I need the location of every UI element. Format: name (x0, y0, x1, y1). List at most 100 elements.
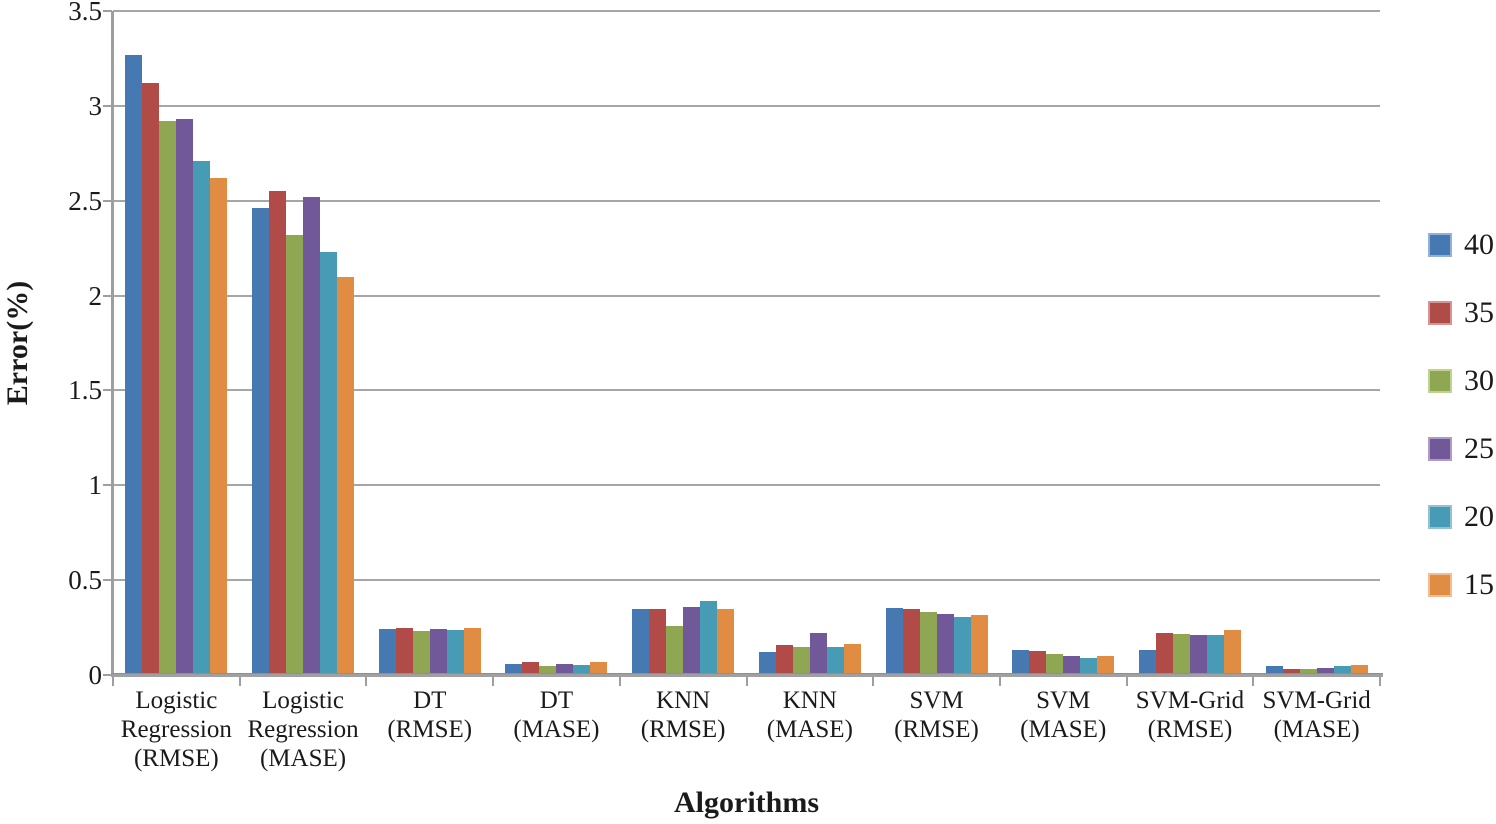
legend-swatch (1428, 505, 1452, 529)
y-tick-label: 2.5 (68, 185, 102, 216)
legend-swatch (1428, 369, 1452, 393)
y-tick-label: 3 (88, 90, 103, 121)
bar-30 (412, 631, 430, 675)
y-axis-line (111, 11, 114, 677)
category-label: Logistic Regression (RMSE) (120, 687, 232, 772)
bar-25 (556, 664, 574, 675)
y-tick-label: 2 (88, 280, 103, 311)
bar-25 (683, 607, 701, 675)
legend-label: 35 (1464, 296, 1494, 329)
bar-40 (252, 208, 270, 675)
bar-15 (463, 628, 481, 675)
bar-30 (159, 121, 177, 675)
legend-label: 25 (1464, 432, 1494, 465)
bar-20 (826, 647, 844, 675)
bar-group (620, 11, 747, 675)
gridline (113, 484, 1380, 487)
x-tick-mark (745, 677, 748, 686)
bar-40 (758, 652, 776, 675)
category-label: Logistic Regression (MASE) (247, 687, 359, 772)
bar-20 (953, 617, 971, 675)
bar-group (493, 11, 620, 675)
bar-35 (902, 609, 920, 675)
bar-20 (320, 252, 338, 675)
legend-item: 20 (1428, 500, 1494, 533)
gridline (113, 294, 1380, 297)
bar-30 (1299, 669, 1317, 675)
x-axis-title: Algorithms (674, 786, 819, 819)
x-tick-mark (1125, 677, 1128, 686)
category-label: SVM-Grid (RMSE) (1135, 687, 1245, 743)
bar-15 (590, 662, 608, 675)
bar-35 (1029, 651, 1047, 675)
gridline (113, 579, 1380, 582)
x-tick-mark (492, 677, 495, 686)
legend-item: 40 (1428, 230, 1494, 260)
legend-item: 15 (1428, 568, 1494, 601)
bar-30 (539, 666, 557, 675)
legend-swatch (1428, 301, 1452, 325)
legend-label: 20 (1464, 500, 1494, 533)
bar-15 (1097, 656, 1115, 675)
y-tick-mark (103, 389, 112, 392)
legend-item: 30 (1428, 366, 1494, 396)
bar-25 (429, 629, 447, 675)
y-tick-mark (103, 579, 112, 582)
y-tick-mark (103, 294, 112, 297)
bar-40 (1012, 650, 1030, 675)
x-axis-line (111, 673, 1383, 677)
legend-item: 25 (1428, 432, 1494, 465)
bar-25 (1063, 656, 1081, 675)
bar-30 (1172, 634, 1190, 675)
x-tick-mark (998, 677, 1001, 686)
y-tick-mark (103, 104, 112, 107)
bar-group (1253, 11, 1380, 675)
bar-20 (446, 630, 464, 675)
category-label: DT (MASE) (513, 687, 600, 743)
legend-swatch (1428, 233, 1452, 257)
bar-20 (1080, 658, 1098, 675)
legend-swatch (1428, 437, 1452, 461)
bar-25 (1189, 635, 1207, 675)
gridline (113, 389, 1380, 392)
bar-35 (775, 645, 793, 675)
bar-35 (395, 628, 413, 675)
bar-15 (337, 277, 355, 675)
bar-30 (1046, 654, 1064, 675)
bar-group (747, 11, 874, 675)
y-tick-label: 0.5 (68, 565, 102, 596)
category-label: SVM (MASE) (1020, 687, 1107, 743)
x-tick-mark (618, 677, 621, 686)
bar-30 (792, 647, 810, 675)
y-tick-mark (103, 674, 112, 676)
bar-15 (1223, 630, 1241, 675)
bar-35 (522, 662, 540, 675)
x-tick-mark (238, 677, 241, 686)
bar-group (1000, 11, 1127, 675)
legend: 40 35 30 25 20 15 (1428, 230, 1494, 639)
plot-area (113, 10, 1380, 675)
category-label: DT (RMSE) (387, 687, 473, 743)
bar-25 (1316, 668, 1334, 675)
bar-35 (1155, 633, 1173, 675)
bar-40 (505, 664, 523, 675)
bar-20 (193, 161, 211, 675)
legend-item: 35 (1428, 296, 1494, 329)
x-tick-mark (365, 677, 368, 686)
y-tick-mark (103, 10, 112, 12)
bar-25 (176, 119, 194, 675)
y-tick-label: 0 (88, 660, 103, 690)
bar-group (240, 11, 367, 675)
y-tick-mark (103, 484, 112, 487)
bar-35 (269, 191, 287, 675)
bar-30 (666, 626, 684, 675)
bar-30 (286, 235, 304, 675)
bar-30 (919, 612, 937, 675)
bar-25 (303, 197, 321, 675)
legend-label: 15 (1464, 568, 1494, 601)
bar-15 (970, 615, 988, 675)
x-tick-mark (112, 677, 114, 686)
legend-swatch (1428, 573, 1452, 597)
bar-group (113, 11, 240, 675)
